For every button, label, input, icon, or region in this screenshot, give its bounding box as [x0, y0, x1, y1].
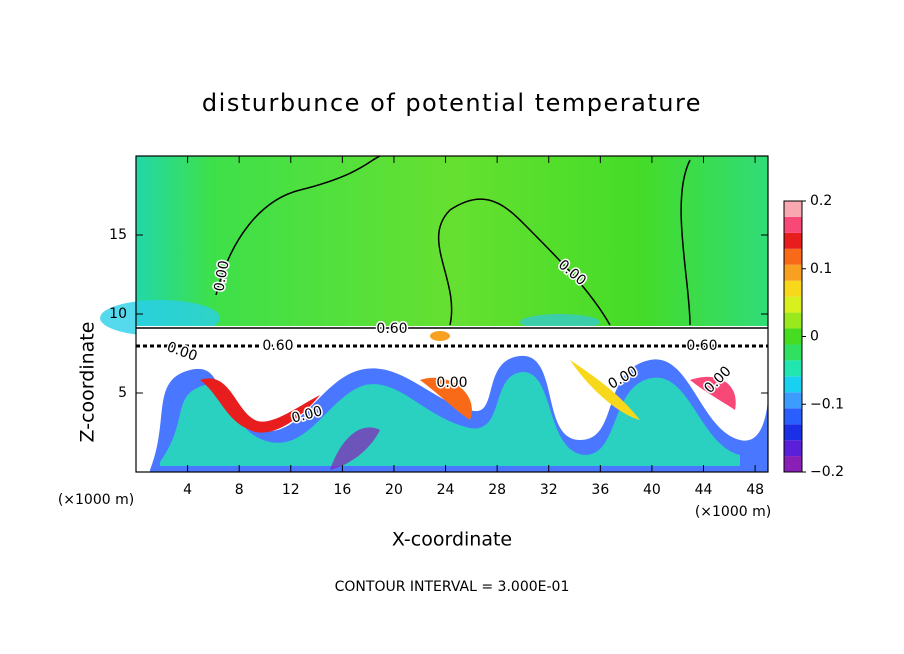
colorbar-tick-label: 0: [810, 329, 819, 345]
x-tick-label: 12: [282, 482, 300, 498]
contour-label: 0.60: [262, 338, 293, 354]
contour-label: 0.60: [686, 338, 717, 354]
x-tick-label: 4: [183, 482, 192, 498]
contour-label: 0.60: [376, 321, 407, 337]
colorbar-swatch: [784, 376, 802, 393]
x-tick-label: 36: [591, 482, 609, 498]
x-tick-label: 40: [643, 482, 661, 498]
colorbar-tick-label: 0.1: [810, 261, 832, 277]
colorbar-tick-label: 0.2: [810, 193, 832, 209]
field-shading: [100, 155, 768, 472]
x-tick-label: 48: [746, 482, 764, 498]
x-tick-label: 16: [333, 482, 351, 498]
colorbar-swatch: [784, 328, 802, 345]
x-tick-label: 44: [695, 482, 713, 498]
colorbar-swatch: [784, 312, 802, 329]
colorbar-swatch: [784, 201, 802, 217]
colorbar-swatch: [784, 264, 802, 281]
colorbar-swatch: [784, 280, 802, 297]
chart-title: disturbunce of potential temperature: [202, 89, 702, 117]
colorbar-swatch: [784, 248, 802, 265]
colorbar-swatch: [784, 344, 802, 361]
colorbar-tick-label: −0.1: [810, 396, 844, 412]
colorbar-swatch: [784, 456, 802, 472]
colorbar-swatch: [784, 424, 802, 441]
colorbar-swatch: [784, 408, 802, 425]
footer: CONTOUR INTERVAL = 3.000E-01: [335, 579, 570, 595]
contour-label: 0.00: [436, 375, 467, 391]
x-tick-label: 32: [540, 482, 558, 498]
colorbar-swatch: [784, 296, 802, 313]
y-tick-label: 15: [109, 227, 127, 243]
y-tick-label: 10: [109, 306, 127, 322]
colorbar-swatch: [784, 232, 802, 249]
colorbar-tick-label: −0.2: [810, 464, 844, 480]
x-tick-label: 24: [437, 482, 455, 498]
x-tick-label: 8: [235, 482, 244, 498]
colorbar-swatch: [784, 440, 802, 457]
x-unit-label: (×1000 m): [58, 492, 134, 508]
colorbar-swatch: [784, 392, 802, 409]
y-tick-label: 5: [118, 385, 127, 401]
x-unit-label: (×1000 m): [695, 504, 771, 520]
colorbar-swatch: [784, 216, 802, 233]
colorbar-swatch: [784, 360, 802, 377]
x-tick-label: 20: [385, 482, 403, 498]
y-axis-title: Z-coordinate: [77, 322, 99, 443]
x-tick-label: 28: [488, 482, 506, 498]
x-axis-title: X-coordinate: [392, 529, 512, 551]
